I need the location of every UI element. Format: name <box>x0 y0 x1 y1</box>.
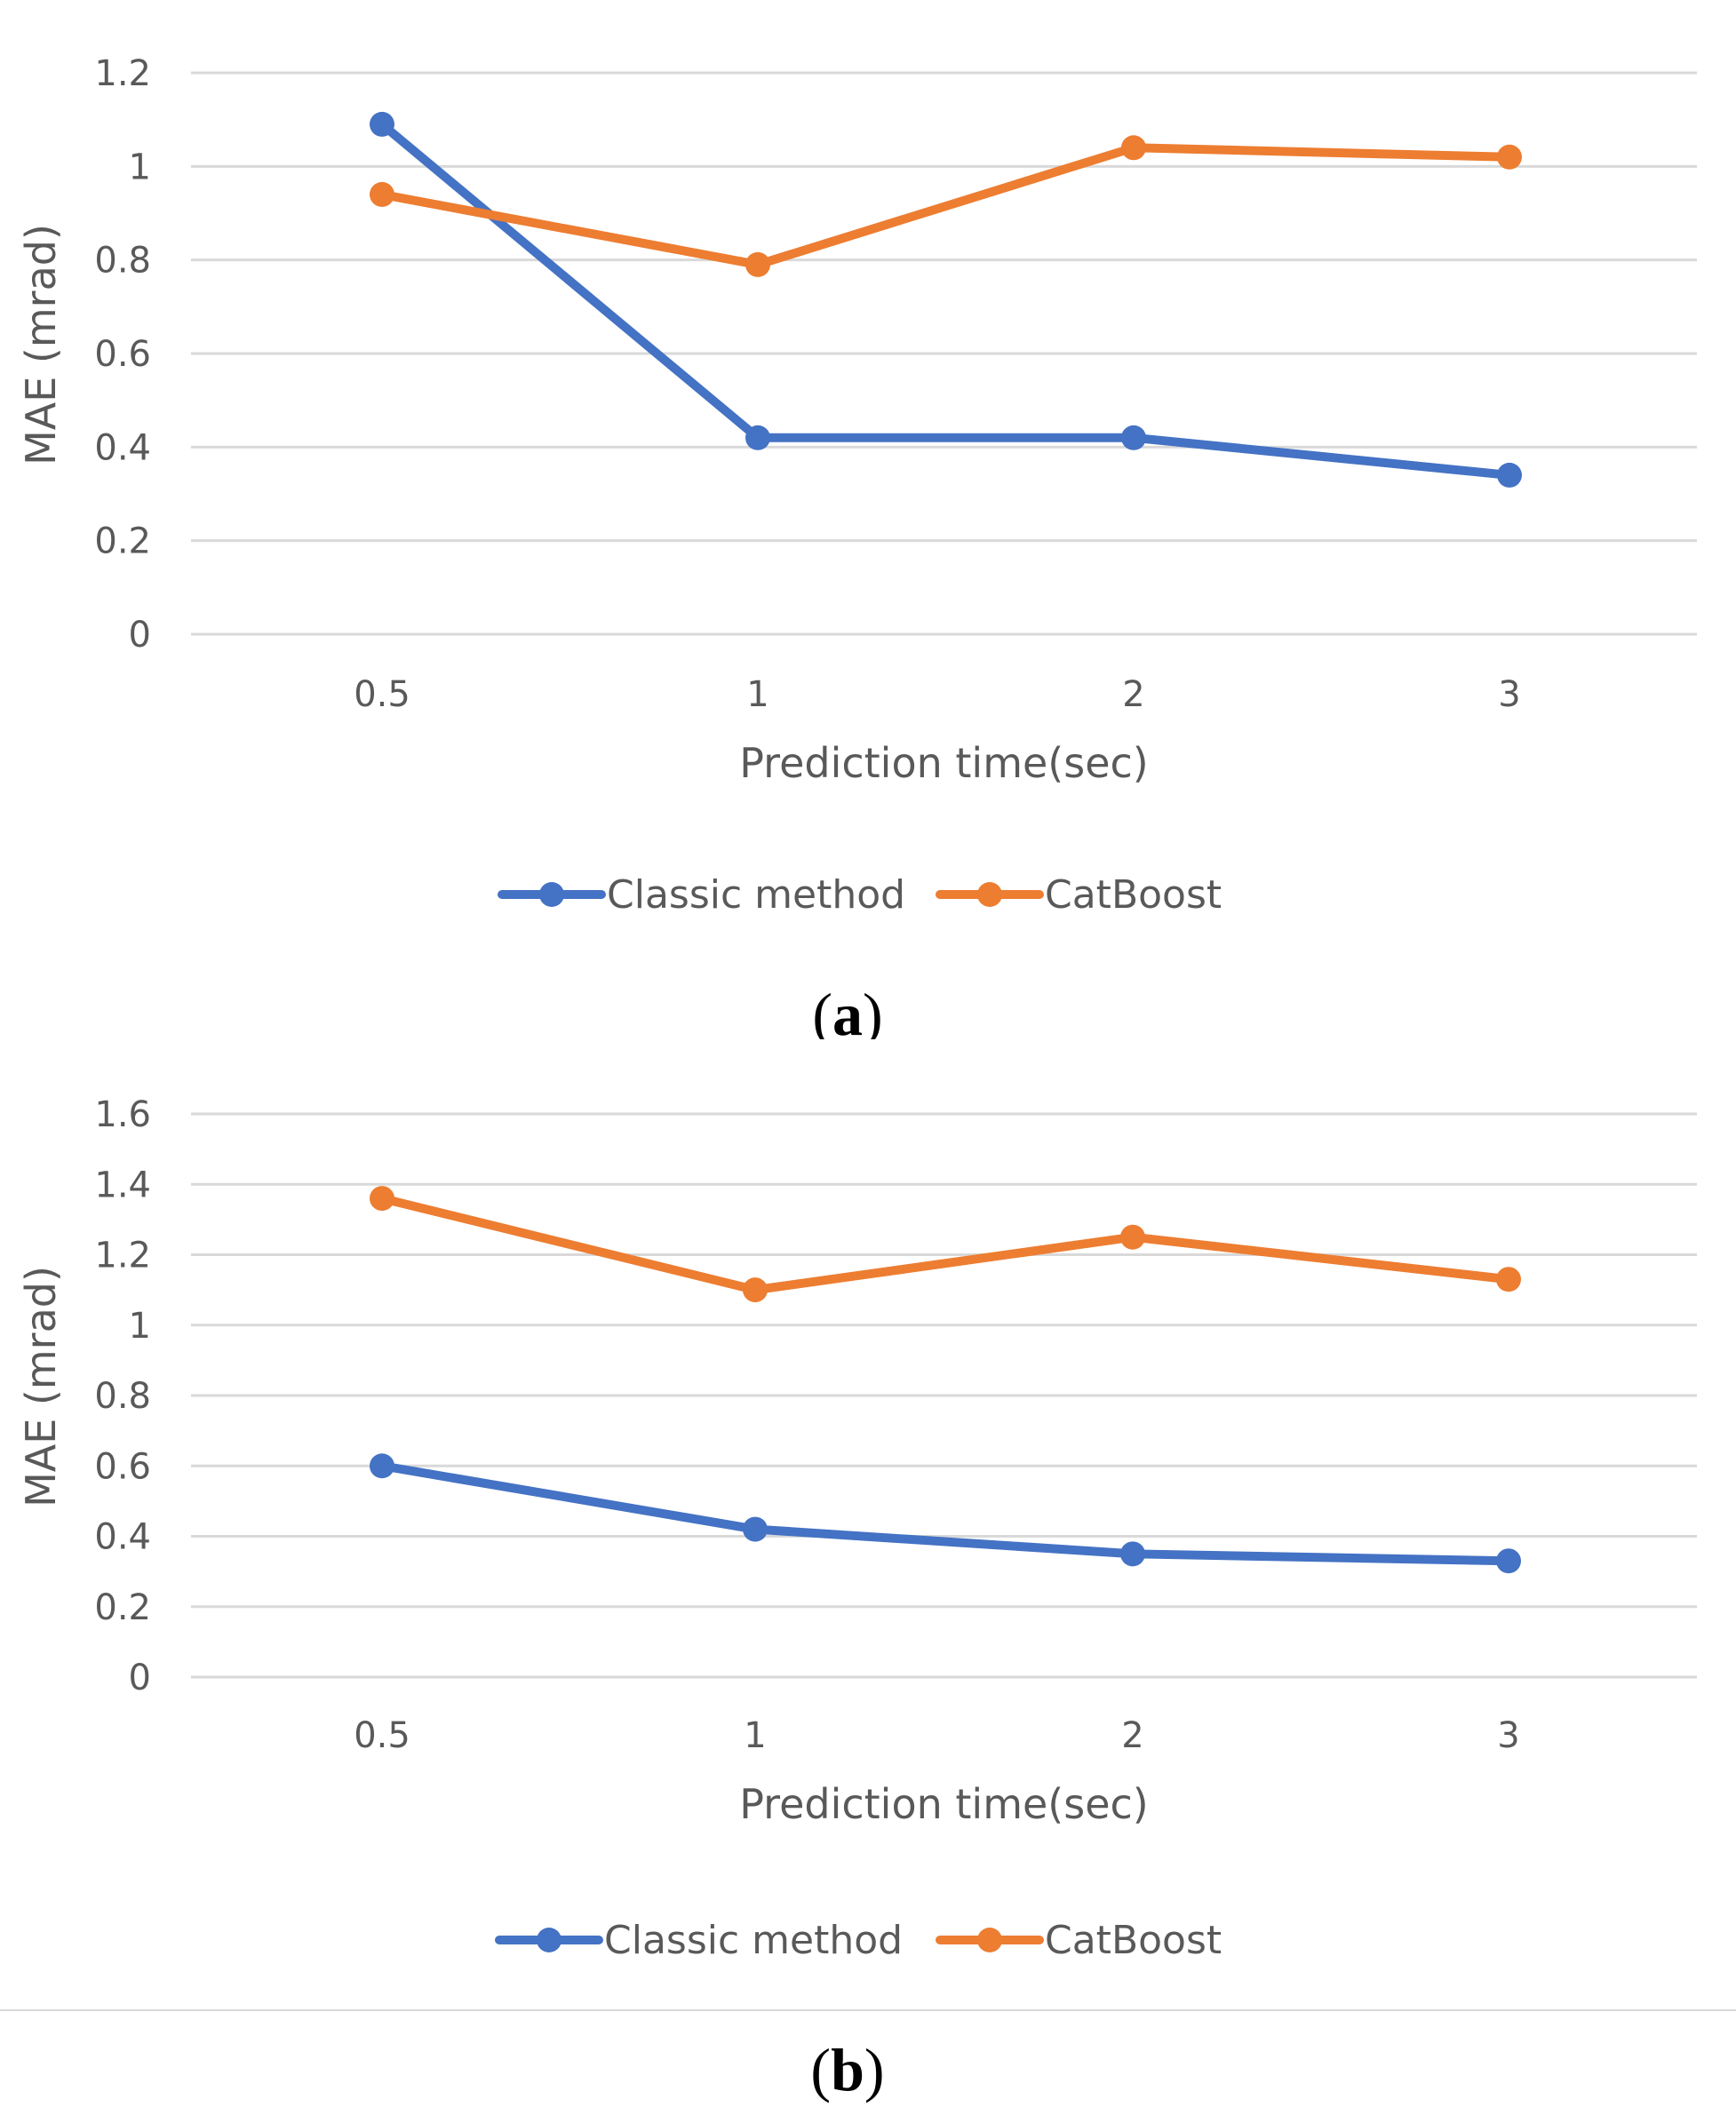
legend-label-a-catboost: CatBoost <box>1045 872 1222 918</box>
y-tick-label-a-6: 1.2 <box>94 53 151 94</box>
x-axis-title-b: Prediction time(sec) <box>739 1780 1149 1828</box>
y-tick-label-b-1: 0.2 <box>94 1587 151 1628</box>
chart-b-svg: 0 0.2 0.4 0.6 0.8 1 1.2 1.4 1.6 0.5 1 2 3 Prediction … <box>17 1094 1697 2103</box>
legend-label-b-catboost: CatBoost <box>1045 1918 1222 1963</box>
y-tick-label-a-3: 0.6 <box>94 334 151 375</box>
y-tick-label-a-1: 0.2 <box>94 521 151 562</box>
data-point-a-classic-method-0 <box>370 111 394 137</box>
data-point-a-classic-method-3 <box>1497 462 1522 488</box>
y-tick-label-b-5: 1 <box>129 1306 151 1347</box>
y-tick-label-a-4: 0.8 <box>94 241 151 282</box>
data-point-a-classic-method-1 <box>745 425 770 450</box>
data-point-a-classic-method-2 <box>1121 425 1146 450</box>
y-tick-label-b-7: 1.4 <box>94 1165 151 1205</box>
legend-item-a-classic-method: Classic method <box>498 872 905 918</box>
y-tick-label-b-4: 0.8 <box>94 1376 151 1417</box>
data-point-b-catboost-2 <box>1120 1224 1145 1250</box>
data-point-b-catboost-1 <box>743 1277 768 1303</box>
x-tick-label-b-2: 2 <box>1121 1715 1143 1756</box>
y-tick-label-b-2: 0.4 <box>94 1517 151 1558</box>
y-tick-label-b-6: 1.2 <box>94 1236 151 1276</box>
x-tick-label-b-3: 3 <box>1497 1715 1519 1756</box>
legend-swatch-marker-a-catboost <box>977 882 1002 907</box>
x-tick-label-a-2: 2 <box>1122 674 1144 715</box>
y-tick-label-a-0: 0 <box>129 615 151 656</box>
data-point-b-catboost-3 <box>1496 1267 1521 1292</box>
series-line-b-catboost <box>378 1194 1513 1295</box>
data-point-a-catboost-0 <box>370 181 394 207</box>
legend-swatch-marker-b-classic-method <box>537 1928 561 1952</box>
y-axis-title-a: MAE (mrad) <box>17 224 65 465</box>
series-line-a-catboost <box>378 143 1514 269</box>
panel-label-a: (a) <box>812 981 882 1039</box>
series-line-a-classic-method <box>378 119 1514 480</box>
panel-label-b: (b) <box>810 2036 884 2103</box>
data-point-b-classic-method-2 <box>1120 1541 1145 1567</box>
data-point-b-classic-method-3 <box>1496 1548 1521 1574</box>
data-point-b-catboost-0 <box>370 1186 394 1212</box>
legend-item-b-classic-method: Classic method <box>495 1918 903 1963</box>
x-tick-label-b-0: 0.5 <box>354 1715 410 1756</box>
x-axis-title-a: Prediction time(sec) <box>739 739 1149 787</box>
data-point-a-catboost-3 <box>1497 144 1522 170</box>
legend-label-b-classic-method: Classic method <box>604 1918 903 1963</box>
legend-label-a-classic-method: Classic method <box>607 872 905 918</box>
y-tick-label-b-3: 0.6 <box>94 1446 151 1487</box>
chart-a-svg: 0 0.2 0.4 0.6 0.8 1 1.2 0.5 1 2 3 Prediction time(s… <box>17 53 1697 1039</box>
y-tick-label-b-8: 1.6 <box>94 1094 151 1135</box>
chart-panel-b: 0 0.2 0.4 0.6 0.8 1 1.2 1.4 1.6 0.5 1 2 3 Prediction … <box>0 1039 1736 2123</box>
data-point-a-catboost-1 <box>745 251 770 277</box>
y-tick-label-a-2: 0.4 <box>94 427 151 468</box>
legend-item-a-catboost: CatBoost <box>936 872 1222 918</box>
legend-item-b-catboost: CatBoost <box>936 1918 1222 1963</box>
series-line-b-classic-method <box>378 1461 1513 1566</box>
y-axis-title-b: MAE (mrad) <box>17 1266 65 1507</box>
y-tick-label-b-0: 0 <box>129 1658 151 1698</box>
data-point-b-classic-method-1 <box>743 1516 768 1542</box>
x-tick-label-a-0: 0.5 <box>354 674 410 715</box>
x-tick-label-a-1: 1 <box>746 674 768 715</box>
data-point-a-catboost-2 <box>1121 135 1146 161</box>
legend-swatch-marker-a-classic-method <box>539 882 564 907</box>
y-tick-label-a-5: 1 <box>129 147 151 187</box>
panel-divider <box>0 2009 1736 2011</box>
x-tick-label-b-1: 1 <box>744 1715 766 1756</box>
data-point-b-classic-method-0 <box>370 1453 394 1479</box>
chart-panel-a: 0 0.2 0.4 0.6 0.8 1 1.2 0.5 1 2 3 Prediction time(s… <box>0 0 1736 1039</box>
x-tick-label-a-3: 3 <box>1498 674 1520 715</box>
legend-swatch-marker-b-catboost <box>977 1928 1002 1952</box>
